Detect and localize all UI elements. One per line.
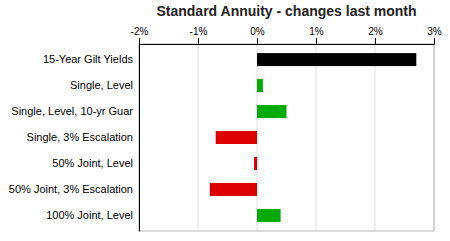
title: Standard Annuity - changes last month: [156, 3, 416, 19]
tick: 50% Joint, 3% Escalation: [9, 183, 133, 195]
chart: Standard Annuity - changes last month -2%…: [0, 0, 450, 241]
tick: 3%: [427, 26, 442, 44]
grid-line: [375, 44, 376, 231]
bar: [210, 183, 257, 196]
bar: [257, 209, 281, 222]
axis-line: [139, 45, 140, 232]
tick-label: 2%: [368, 26, 383, 37]
tick-label: 3%: [427, 26, 442, 37]
tick: 1%: [309, 26, 324, 44]
tick: 50% Joint, Level: [52, 157, 133, 169]
tick-label: 50% Joint, Level: [52, 157, 133, 169]
bar: [257, 79, 263, 92]
tick-label: -2%: [131, 26, 149, 37]
tick-label: 50% Joint, 3% Escalation: [9, 183, 133, 195]
tick: 2%: [368, 26, 383, 44]
tick: -2%: [131, 26, 149, 44]
axis-line: [140, 38, 435, 45]
bar: [216, 131, 257, 144]
tick-mark: [139, 38, 140, 44]
tick: Single, 3% Escalation: [27, 131, 133, 143]
y-axis: 15-Year Gilt Yields Single, Level Single, …: [9, 45, 140, 232]
tick: Single, Level: [70, 79, 133, 91]
tick-mark: [198, 38, 199, 44]
tick-label: 0%: [250, 26, 265, 37]
tick-mark: [375, 38, 376, 44]
tick: 100% Joint, Level: [46, 209, 133, 221]
tick: 0%: [250, 26, 265, 44]
bar: [257, 105, 287, 118]
plot-frame: [139, 44, 434, 231]
tick-label: 100% Joint, Level: [46, 209, 133, 221]
tick-mark: [316, 38, 317, 44]
grid: [139, 44, 434, 231]
tick-mark: [434, 38, 435, 44]
tick: 15-Year Gilt Yields: [43, 53, 134, 65]
plot: -2% -1% 0% 1% 2% 3% 15-Year Gilt Yields Single,…: [9, 26, 442, 232]
grid-line: [316, 44, 317, 231]
grid-line: [198, 44, 199, 231]
tick-label: 1%: [309, 26, 324, 37]
x-axis: -2% -1% 0% 1% 2% 3%: [131, 26, 442, 45]
bar: [254, 157, 257, 170]
tick: Single, Level, 10-yr Guar: [11, 105, 133, 117]
tick-label: -1%: [190, 26, 208, 37]
bars: [210, 53, 416, 222]
tick-mark: [257, 38, 258, 44]
tick-label: 15-Year Gilt Yields: [43, 53, 134, 65]
bar: [257, 53, 416, 66]
tick-label: Single, Level, 10-yr Guar: [11, 105, 133, 117]
tick-label: Single, Level: [70, 79, 133, 91]
tick: -1%: [190, 26, 208, 44]
tick-label: Single, 3% Escalation: [27, 131, 133, 143]
